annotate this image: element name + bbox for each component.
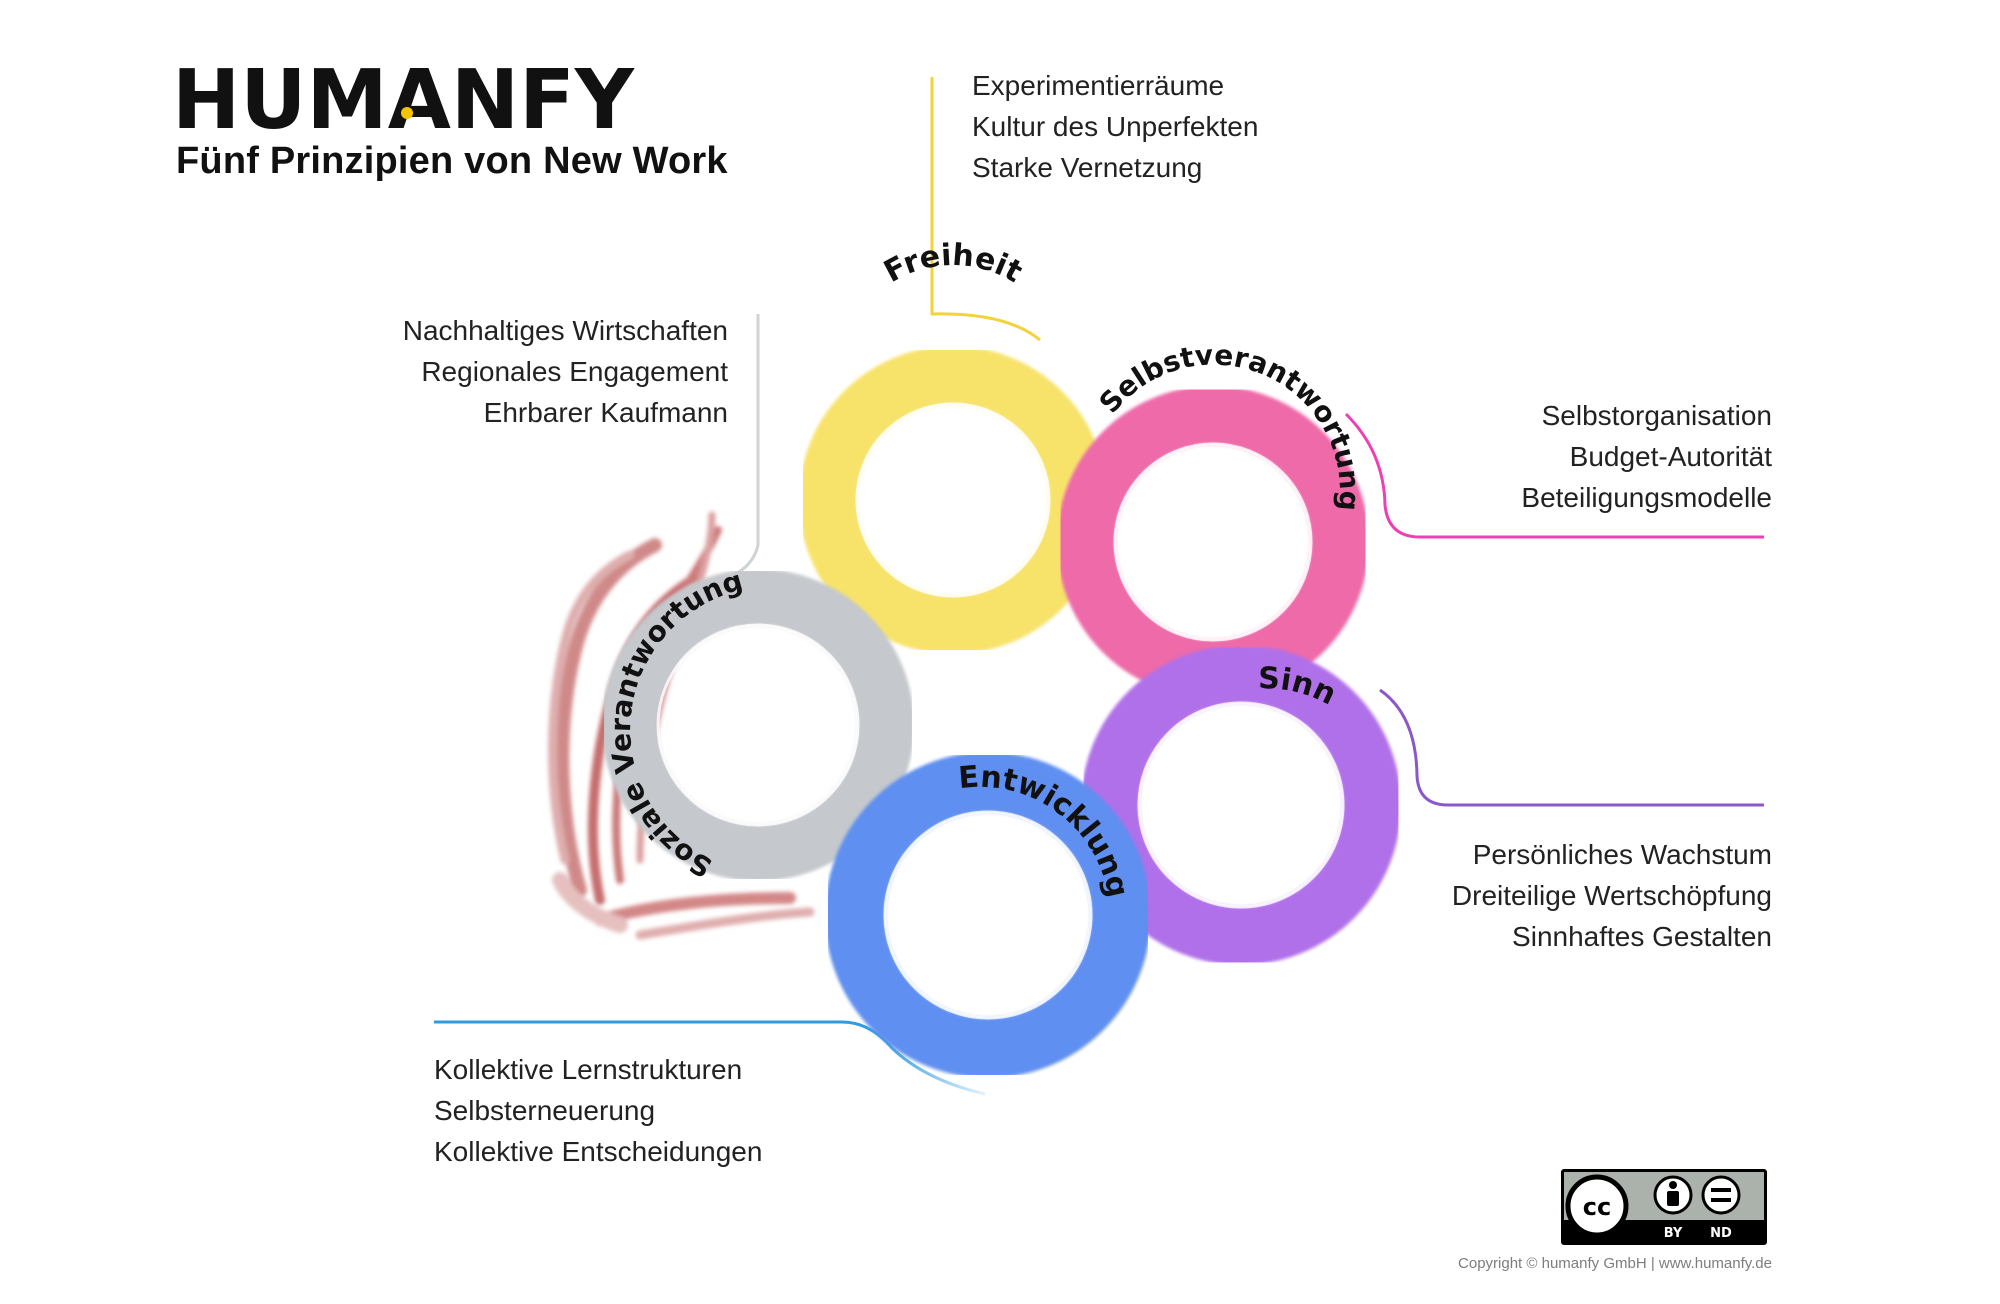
principle-item: Selbstorganisation <box>1541 400 1772 431</box>
ring-entwicklung <box>825 752 1151 1078</box>
principle-item: Starke Vernetzung <box>972 152 1203 183</box>
ring-soziale-verantwortung <box>602 569 914 881</box>
ring-sinn-inner-highlight <box>1137 701 1345 909</box>
cc-nd-label: ND <box>1710 1226 1732 1241</box>
no-derivatives-icon-bar-top <box>1711 1188 1731 1192</box>
ring-freiheit-label: Freiheit <box>878 238 1028 290</box>
no-derivatives-icon-bar-bottom <box>1711 1198 1731 1202</box>
attribution-icon-body <box>1667 1191 1679 1206</box>
cc-license-badge[interactable]: cc BY ND <box>1561 1169 1767 1245</box>
no-derivatives-icon <box>1701 1175 1741 1215</box>
sinn-connector <box>1379 688 1764 807</box>
ring-freiheit <box>799 346 1107 654</box>
freiheit-principles: Experimentierräume Kultur des Unperfekte… <box>972 65 1258 188</box>
principle-item: Ehrbarer Kaufmann <box>483 397 728 428</box>
entwicklung-principles: Kollektive Lernstrukturen Selbsterneueru… <box>434 1049 762 1172</box>
ring-soziale-verantwortung-inner-highlight <box>656 623 860 827</box>
freiheit-connector <box>930 77 1041 342</box>
principle-item: Dreiteilige Wertschöpfung <box>1451 880 1772 911</box>
principle-item: Experimentierräume <box>972 70 1225 101</box>
ring-freiheit-inner-highlight <box>855 402 1051 598</box>
sinn-principles: Persönliches Wachstum Dreiteilige Wertsc… <box>1452 834 1772 957</box>
principle-item: Regionales Engagement <box>421 356 728 387</box>
principle-item: Nachhaltiges Wirtschaften <box>402 315 728 346</box>
attribution-icon-head <box>1669 1181 1677 1189</box>
ring-sinn <box>1081 645 1401 965</box>
logo-accent-dot <box>401 107 413 119</box>
selbstverantwortung-principles: Selbstorganisation Budget-Autorität Bete… <box>1521 395 1772 518</box>
principle-item: Selbsterneuerung <box>434 1095 656 1126</box>
principle-item: Kollektive Lernstrukturen <box>434 1054 743 1085</box>
ring-entwicklung-inner-highlight <box>883 810 1093 1020</box>
selbst-connector <box>1344 412 1764 539</box>
page-subtitle: Fünf Prinzipien von New Work <box>176 140 728 182</box>
principle-item: Persönliches Wachstum <box>1472 839 1772 870</box>
principle-item: Kultur des Unperfekten <box>972 111 1259 142</box>
cc-icon-text: cc <box>1583 1193 1611 1221</box>
ring-selbstverantwortung <box>1057 386 1369 698</box>
copyright-notice: Copyright © humanfy GmbH | www.humanfy.d… <box>1458 1255 1772 1272</box>
logo-mark: HUMANFY <box>172 56 636 146</box>
principle-item: Budget-Autorität <box>1569 441 1772 472</box>
logo-text: HUMANFY <box>172 56 636 146</box>
logo: HUMANFY <box>170 56 770 146</box>
principle-item: Sinnhaftes Gestalten <box>1512 921 1772 952</box>
cc-icon <box>1565 1174 1629 1238</box>
principle-item: Kollektive Entscheidungen <box>434 1136 763 1167</box>
cc-by-label: BY <box>1664 1226 1683 1241</box>
principle-item: Beteiligungsmodelle <box>1521 482 1772 513</box>
soziale-verantwortung-principles: Nachhaltiges Wirtschaften Regionales Eng… <box>403 310 728 433</box>
ring-selbstverantwortung-inner-highlight <box>1113 442 1313 642</box>
